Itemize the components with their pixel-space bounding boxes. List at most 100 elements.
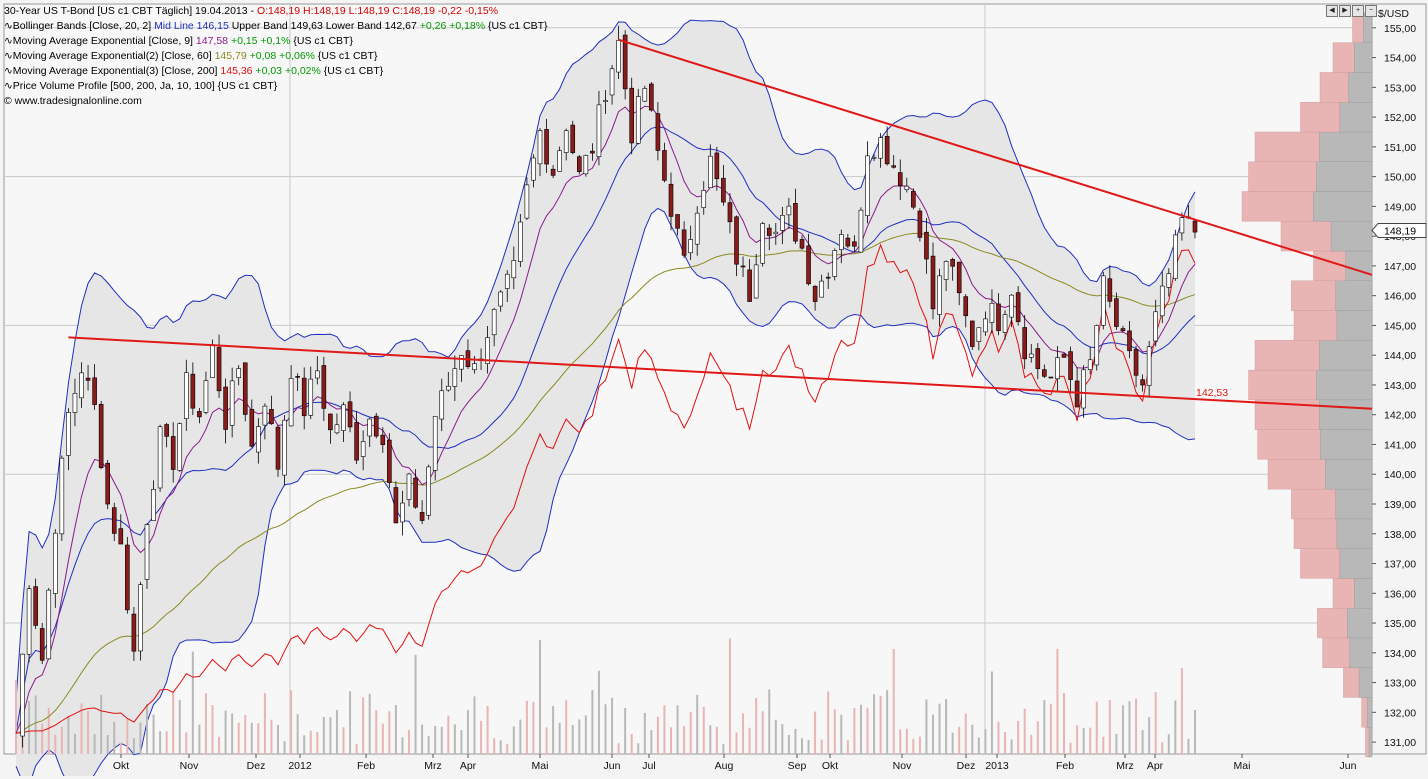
y-tick-label: 134,00 — [1384, 648, 1416, 660]
volume-bar — [1121, 705, 1124, 754]
volume-bar — [106, 735, 109, 754]
volume-bar — [67, 715, 70, 754]
volume-bar — [283, 741, 286, 754]
candle-body — [79, 372, 84, 399]
legend-instrument-title: 30-Year US T-Bond [US c1 CBT Täglich] 19… — [4, 5, 257, 17]
scroll-right-icon[interactable]: ▶ — [1339, 5, 1351, 17]
legend-copyright: © www.tradesignalonline.com — [4, 95, 142, 107]
candle-body — [806, 245, 811, 285]
candle-body — [1074, 380, 1080, 408]
volume-bar — [859, 704, 862, 754]
candle-body — [1140, 379, 1145, 386]
volume-bar — [742, 713, 745, 754]
candle-body — [269, 408, 274, 425]
candle-body — [943, 261, 949, 280]
volume-profile-bar-down — [1319, 399, 1373, 430]
volume-bar — [676, 705, 679, 754]
volume-bar — [146, 703, 148, 754]
x-tick-label: Jun — [604, 760, 621, 772]
volume-profile-bar-down — [1320, 429, 1373, 460]
volume-bar — [552, 706, 555, 754]
volume-bar — [840, 714, 843, 754]
candle-body — [649, 83, 654, 111]
volume-bar — [309, 730, 312, 754]
candle-body — [753, 264, 759, 299]
legend-bollinger-change: +0,26 +0,18% — [419, 20, 486, 32]
volume-bar — [565, 700, 568, 754]
candle-body — [491, 309, 497, 336]
candle-body — [373, 415, 379, 437]
volume-bar — [1043, 700, 1046, 754]
volume-bar — [1187, 738, 1190, 754]
candle-body — [413, 477, 418, 508]
y-tick-label: 144,00 — [1384, 350, 1416, 362]
candle-body — [1101, 275, 1106, 326]
volume-bar — [1128, 701, 1131, 754]
legend-ema200: ∿Moving Average Exponential(3) [Close, 2… — [4, 64, 548, 79]
legend-ema200-symbol: {US c1 CBT} — [323, 65, 384, 77]
volume-bar — [362, 697, 365, 754]
volume-bar — [316, 732, 319, 754]
volume-bar — [185, 732, 188, 754]
candle-body — [845, 237, 851, 247]
y-tick-label: 143,00 — [1384, 380, 1416, 392]
volume-bar — [820, 739, 823, 754]
candle-body — [550, 168, 556, 176]
candle-body — [590, 150, 595, 154]
candle-body — [812, 285, 818, 302]
volume-bar — [152, 714, 155, 754]
candle-body — [184, 372, 189, 419]
candle-body — [1042, 369, 1047, 377]
volume-profile-bar-up — [1332, 42, 1355, 73]
candle-body — [838, 234, 844, 250]
volume-bar — [532, 701, 535, 754]
zoom-in-icon[interactable]: + — [1352, 5, 1364, 17]
candle-body — [387, 439, 392, 483]
legend-bollinger-upper: Upper Band 149,63 — [231, 20, 323, 32]
ema-60-line — [15, 232, 1196, 734]
candle-body — [295, 376, 300, 378]
candle-body — [1068, 351, 1073, 380]
candle-body — [1153, 311, 1158, 342]
volume-bar — [964, 713, 967, 754]
volume-bar — [801, 738, 803, 754]
candle-body — [878, 137, 883, 159]
x-tick-label: Feb — [357, 760, 375, 772]
candle-body — [524, 184, 530, 219]
candle-body — [871, 156, 877, 159]
candle-body — [734, 216, 739, 265]
legend-bollinger-mid: Mid Line 146,15 — [154, 20, 229, 32]
y-tick-label: 139,00 — [1384, 499, 1416, 511]
candle-body — [989, 303, 995, 323]
scroll-left-icon[interactable]: ◀ — [1326, 5, 1338, 17]
candle-body — [1009, 294, 1014, 318]
candle-body — [714, 152, 720, 180]
candle-body — [570, 124, 576, 153]
volume-profile-bar-down — [1339, 102, 1373, 133]
volume-profile-bar-up — [1248, 369, 1317, 401]
y-tick-label: 135,00 — [1384, 618, 1416, 630]
candle-body — [472, 363, 477, 371]
volume-bar — [28, 700, 31, 754]
volume-bar — [709, 725, 712, 754]
candle-body — [799, 239, 805, 249]
x-tick-label: Dez — [957, 760, 976, 772]
x-tick-label: Aug — [715, 760, 734, 772]
candle-body — [1159, 285, 1165, 317]
y-tick-label: 136,00 — [1384, 588, 1416, 600]
volume-bar — [833, 709, 836, 754]
volume-bar — [512, 726, 515, 754]
volume-bar — [525, 700, 528, 754]
candle-body — [1048, 376, 1054, 379]
x-tick-label: Nov — [893, 760, 912, 772]
volume-profile-bar-up — [1291, 488, 1336, 520]
volume-profile-bar-down — [1349, 637, 1373, 668]
volume-bar — [918, 736, 921, 754]
candle-body — [1002, 314, 1008, 333]
candle-body — [46, 589, 52, 660]
zoom-out-icon[interactable]: − — [1365, 5, 1377, 17]
volume-bar — [93, 734, 96, 754]
candle-body — [969, 320, 975, 347]
legend-ema60-change: +0,08 +0,06% — [249, 50, 315, 62]
candle-body — [681, 229, 687, 256]
